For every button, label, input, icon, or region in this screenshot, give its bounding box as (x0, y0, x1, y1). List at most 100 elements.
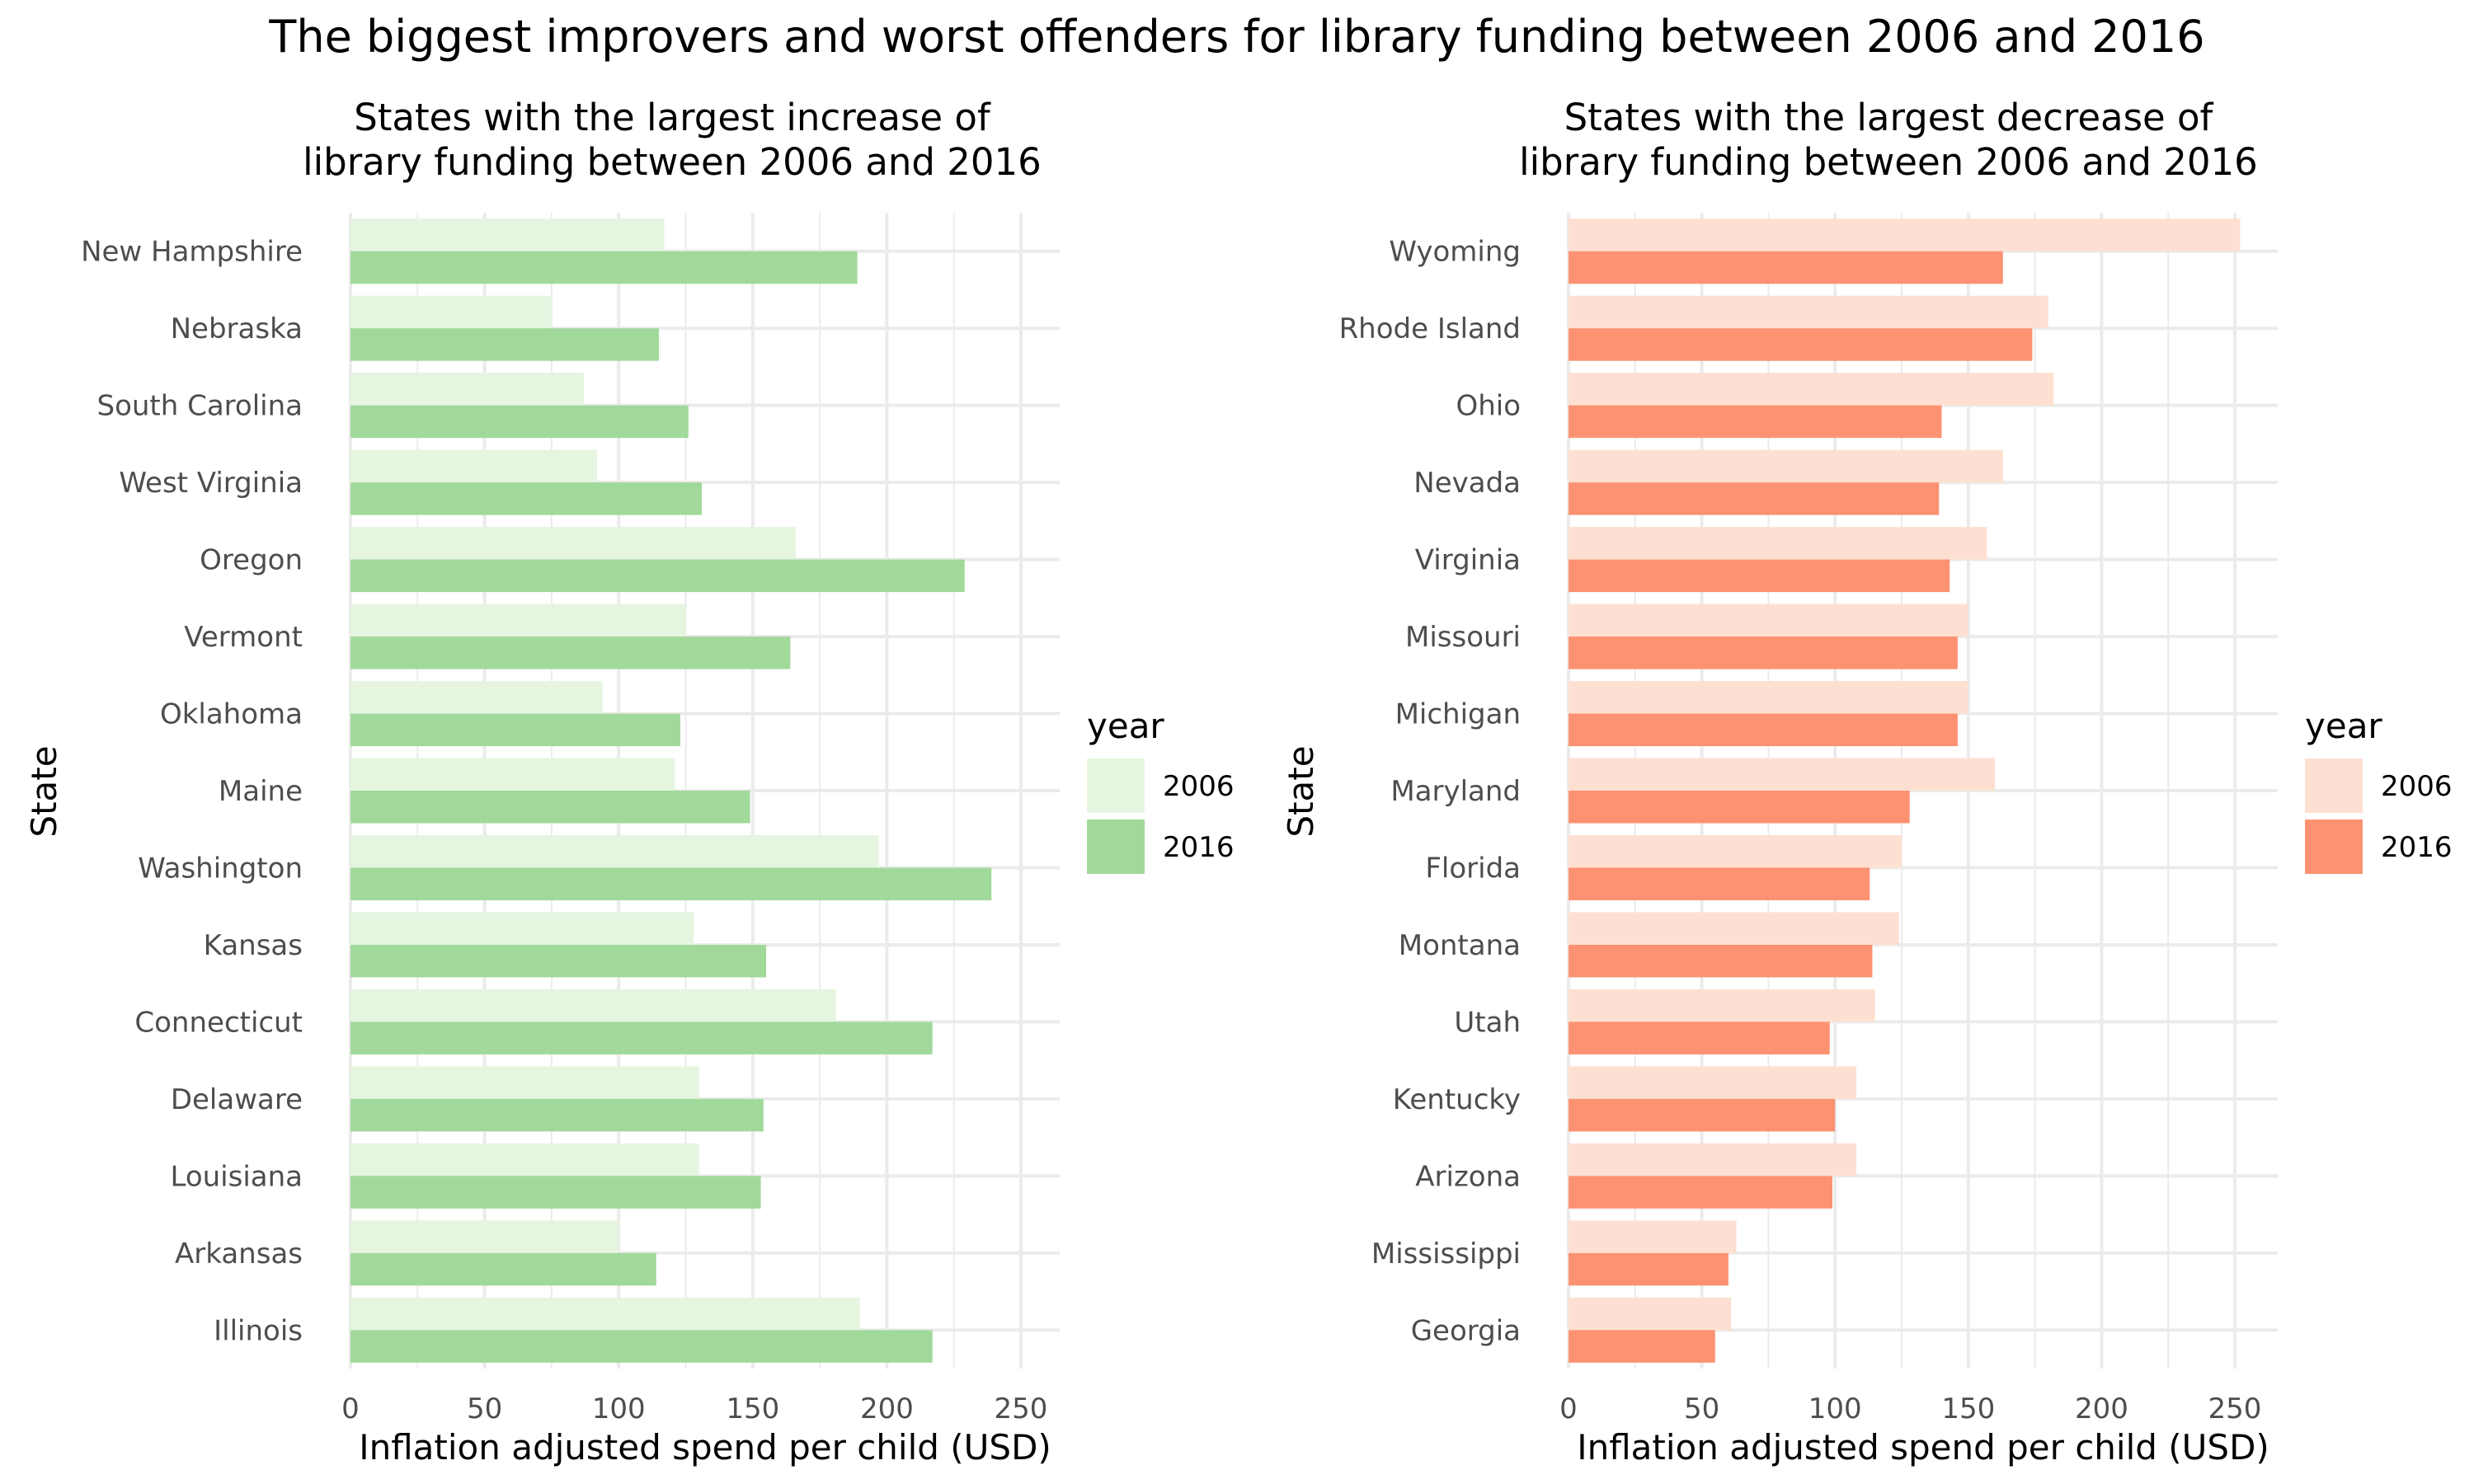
bar-2006 (1569, 989, 1875, 1022)
chart-panel-2: States with the largest decrease oflibra… (1281, 96, 2453, 1468)
category-label: Missouri (1405, 621, 1521, 654)
bar-2016 (350, 482, 703, 515)
category-label: Vermont (184, 621, 303, 654)
bar-2016 (350, 251, 858, 284)
bar-2006 (350, 295, 552, 329)
x-tick-label: 150 (1941, 1392, 1995, 1425)
bar-2016 (1569, 1021, 1830, 1054)
y-axis-title: State (1281, 745, 1321, 837)
legend-label: 2016 (2381, 831, 2453, 864)
bar-2016 (1569, 328, 2033, 361)
x-tick-label: 250 (995, 1392, 1048, 1425)
bar-2006 (1569, 373, 2054, 406)
bar-2016 (350, 1330, 933, 1363)
bar-2006 (1569, 218, 2241, 251)
category-label: Washington (138, 852, 303, 885)
bar-2016 (350, 559, 965, 593)
bar-2016 (1569, 944, 1873, 978)
legend-label: 2006 (2381, 770, 2453, 803)
bar-2006 (1569, 1297, 1732, 1331)
bar-2006 (350, 758, 675, 791)
category-label: Maryland (1390, 775, 1521, 808)
bar-2006 (350, 1220, 619, 1253)
x-tick-label: 50 (467, 1392, 502, 1425)
bar-2006 (1569, 912, 1899, 945)
x-tick-label: 250 (2208, 1392, 2262, 1425)
chart-panel-1: States with the largest increase oflibra… (24, 96, 1235, 1468)
bar-2006 (350, 373, 584, 406)
category-label: Georgia (1411, 1314, 1521, 1347)
bar-2016 (1569, 251, 2003, 284)
legend-title: year (1087, 706, 1164, 746)
main-title: The biggest improvers and worst offender… (269, 11, 2205, 63)
x-tick-label: 100 (1808, 1392, 1862, 1425)
bar-2006 (1569, 758, 1996, 791)
category-label: Florida (1425, 852, 1521, 885)
category-label: Oregon (200, 544, 303, 577)
bar-2016 (1569, 713, 1958, 747)
bar-2016 (1569, 636, 1958, 669)
category-label: New Hampshire (81, 236, 303, 269)
bar-2016 (350, 867, 992, 900)
category-label: West Virginia (119, 467, 303, 500)
category-label: Louisiana (170, 1160, 303, 1193)
bar-2016 (350, 1021, 933, 1054)
y-axis-title: State (24, 745, 64, 837)
bar-2016 (350, 713, 680, 747)
bar-2006 (1569, 834, 1902, 868)
category-label: Rhode Island (1339, 312, 1521, 345)
category-label: Nevada (1413, 467, 1521, 500)
bar-2006 (1569, 295, 2048, 329)
bar-2016 (350, 1098, 764, 1132)
category-label: Kentucky (1393, 1083, 1521, 1116)
bar-2006 (350, 1066, 699, 1099)
x-axis-title: Inflation adjusted spend per child (USD) (1577, 1427, 2269, 1468)
bar-2016 (350, 1252, 656, 1286)
bar-2016 (350, 405, 689, 439)
legend: year 2006 2016 (2305, 706, 2453, 874)
category-label: Maine (219, 775, 303, 808)
chart-subtitle: library funding between 2006 and 2016 (1519, 140, 2258, 184)
bar-2006 (1569, 1143, 1857, 1176)
bar-2006 (350, 1297, 860, 1331)
bar-2016 (1569, 867, 1870, 900)
bar-2006 (1569, 449, 2003, 483)
bar-2006 (350, 449, 598, 483)
bar-2016 (1569, 1330, 1715, 1363)
x-axis-title: Inflation adjusted spend per child (USD) (359, 1427, 1051, 1468)
category-label: Wyoming (1389, 236, 1521, 269)
category-label: Delaware (171, 1083, 303, 1116)
bar-2006 (1569, 1066, 1857, 1099)
bar-2006 (350, 681, 603, 714)
bar-2006 (350, 603, 686, 637)
bar-2006 (350, 834, 879, 868)
bar-2016 (1569, 791, 1910, 824)
chart-subtitle: States with the largest increase of (354, 96, 991, 139)
legend: year 2006 2016 (1087, 706, 1235, 874)
category-label: Mississippi (1371, 1237, 1521, 1270)
category-label: Montana (1399, 929, 1521, 962)
bar-2006 (350, 218, 665, 251)
x-tick-label: 0 (341, 1392, 360, 1425)
category-label: Illinois (214, 1314, 303, 1347)
bar-2006 (1569, 1220, 1737, 1253)
legend-swatch (2305, 758, 2363, 813)
category-label: Utah (1454, 1006, 1521, 1039)
legend-swatch (1087, 819, 1145, 874)
category-label: Oklahoma (160, 698, 303, 731)
bar-2006 (350, 1143, 699, 1176)
bar-2016 (1569, 559, 1950, 593)
chart-subtitle: library funding between 2006 and 2016 (303, 140, 1042, 184)
category-label: Arkansas (175, 1237, 303, 1270)
category-label: Virginia (1415, 544, 1521, 577)
category-label: Nebraska (171, 312, 303, 345)
bar-2016 (1569, 1176, 1832, 1209)
category-label: Kansas (204, 929, 303, 962)
legend-swatch (1087, 758, 1145, 813)
legend-label: 2006 (1163, 770, 1235, 803)
category-label: Michigan (1395, 698, 1521, 731)
bar-2016 (1569, 1098, 1836, 1132)
legend-label: 2016 (1163, 831, 1235, 864)
bar-2016 (1569, 482, 1940, 515)
category-label: Connecticut (134, 1006, 303, 1039)
